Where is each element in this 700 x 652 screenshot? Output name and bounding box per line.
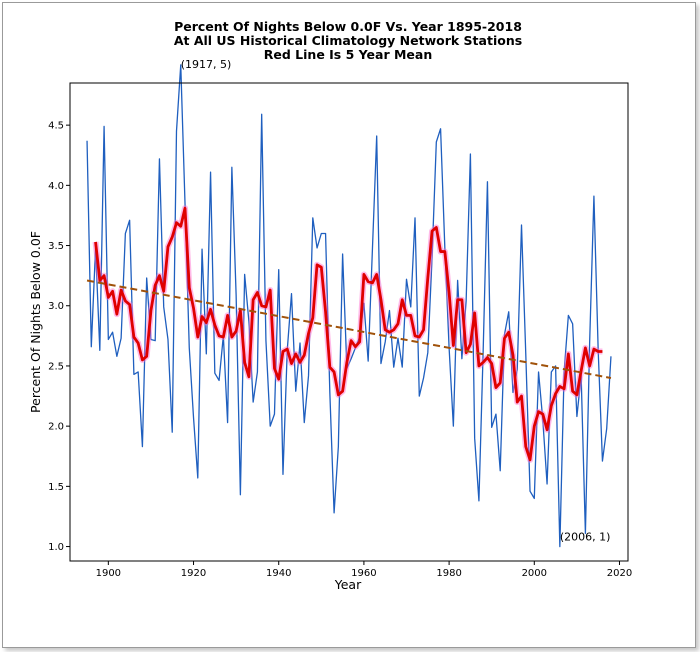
- trend-line: [86, 279, 612, 379]
- y-tick-label: 2.0: [48, 422, 64, 433]
- y-tick-label: 3.5: [48, 241, 64, 252]
- y-tick-label: 1.0: [48, 542, 64, 553]
- x-tick-label: 1920: [181, 568, 206, 579]
- plot-border: [69, 82, 629, 562]
- x-tick-label: 2020: [607, 568, 632, 579]
- y-tick-label: 4.0: [48, 181, 64, 192]
- y-tick-label: 2.5: [48, 361, 64, 372]
- series-line-annual: [86, 64, 612, 548]
- chart-title-line-1: Percent Of Nights Below 0.0F Vs. Year 18…: [174, 19, 522, 34]
- annotation-layer: (1917, 5) (2006, 1): [181, 58, 611, 544]
- chart-title-line-3: Red Line Is 5 Year Mean: [264, 47, 432, 62]
- x-tick-label: 1960: [351, 568, 376, 579]
- annotation-label: (2006, 1): [560, 531, 611, 544]
- y-tick-label: 3.0: [48, 301, 64, 312]
- x-tick-label: 1980: [436, 568, 461, 579]
- series-line-5yr-mean: [94, 206, 603, 462]
- y-axis-label: Percent Of Nights Below 0.0F: [28, 231, 43, 413]
- x-axis: 1900 1920 1940 1960 1980 2000 2020: [96, 561, 632, 579]
- data-layer: [86, 64, 612, 548]
- chart-title-line-2: At All US Historical Climatology Network…: [174, 33, 522, 48]
- x-tick-label: 1940: [266, 568, 291, 579]
- x-tick-label: 1900: [96, 568, 121, 579]
- x-axis-label: Year: [334, 577, 362, 592]
- y-tick-label: 4.5: [48, 121, 64, 132]
- plot-area: [70, 83, 628, 561]
- x-tick-label: 2000: [522, 568, 547, 579]
- y-axis: 1.0 1.5 2.0 2.5 3.0 3.5 4.0 4.5: [48, 121, 70, 553]
- y-tick-label: 1.5: [48, 482, 64, 493]
- annotation-label: (1917, 5): [181, 58, 232, 71]
